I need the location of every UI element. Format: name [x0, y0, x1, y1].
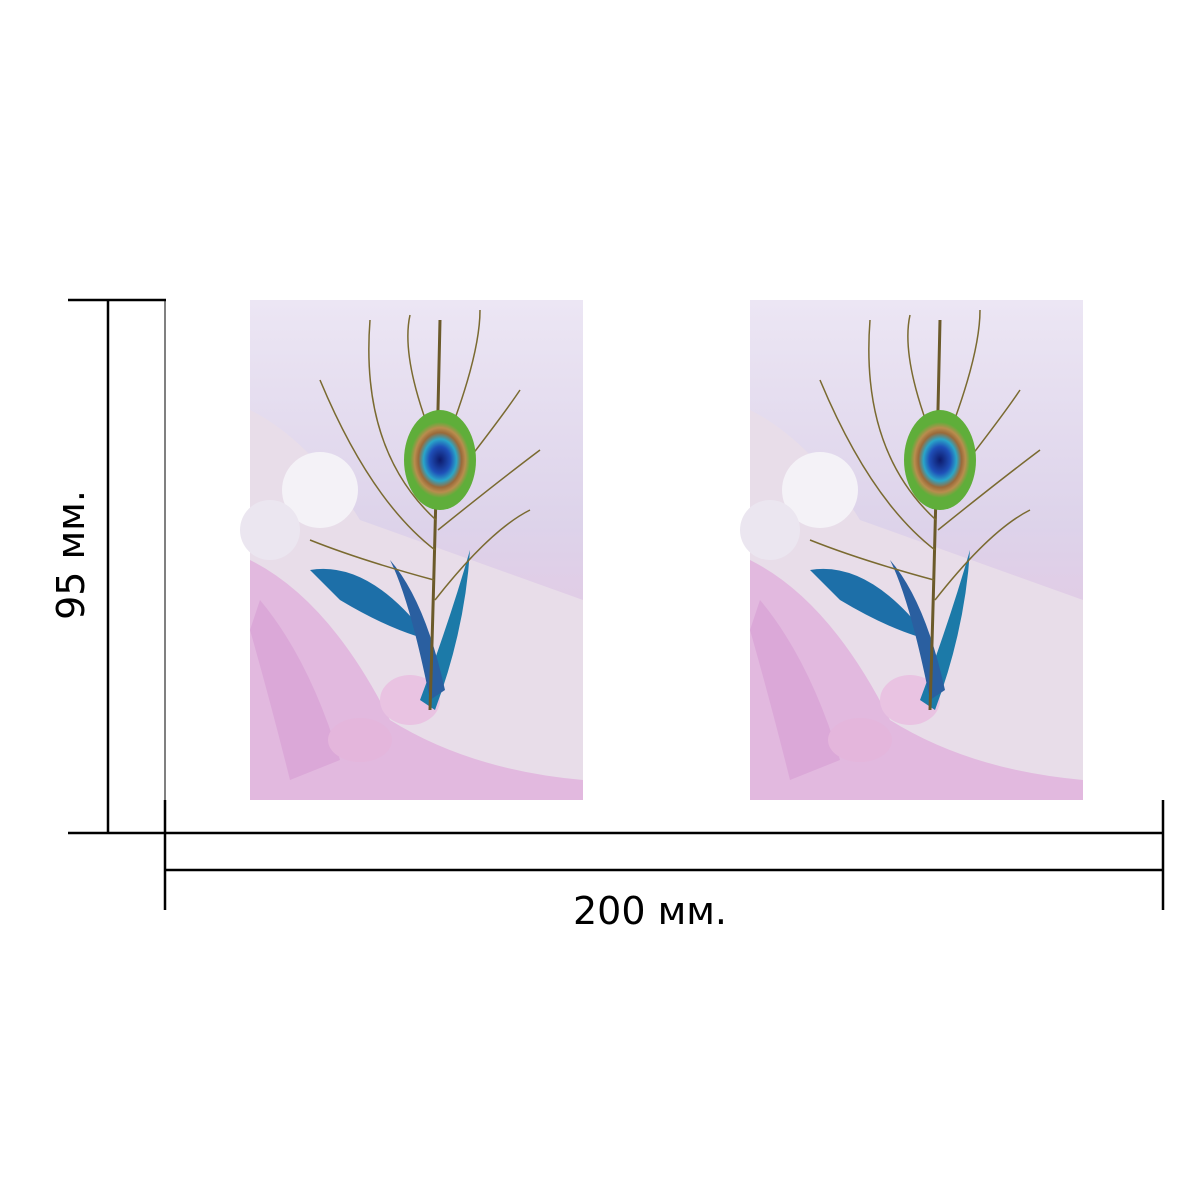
- height-label: 95 мм.: [49, 490, 93, 620]
- width-label: 200 мм.: [573, 889, 727, 933]
- product-image: [738, 298, 1085, 802]
- product-image: [238, 298, 585, 802]
